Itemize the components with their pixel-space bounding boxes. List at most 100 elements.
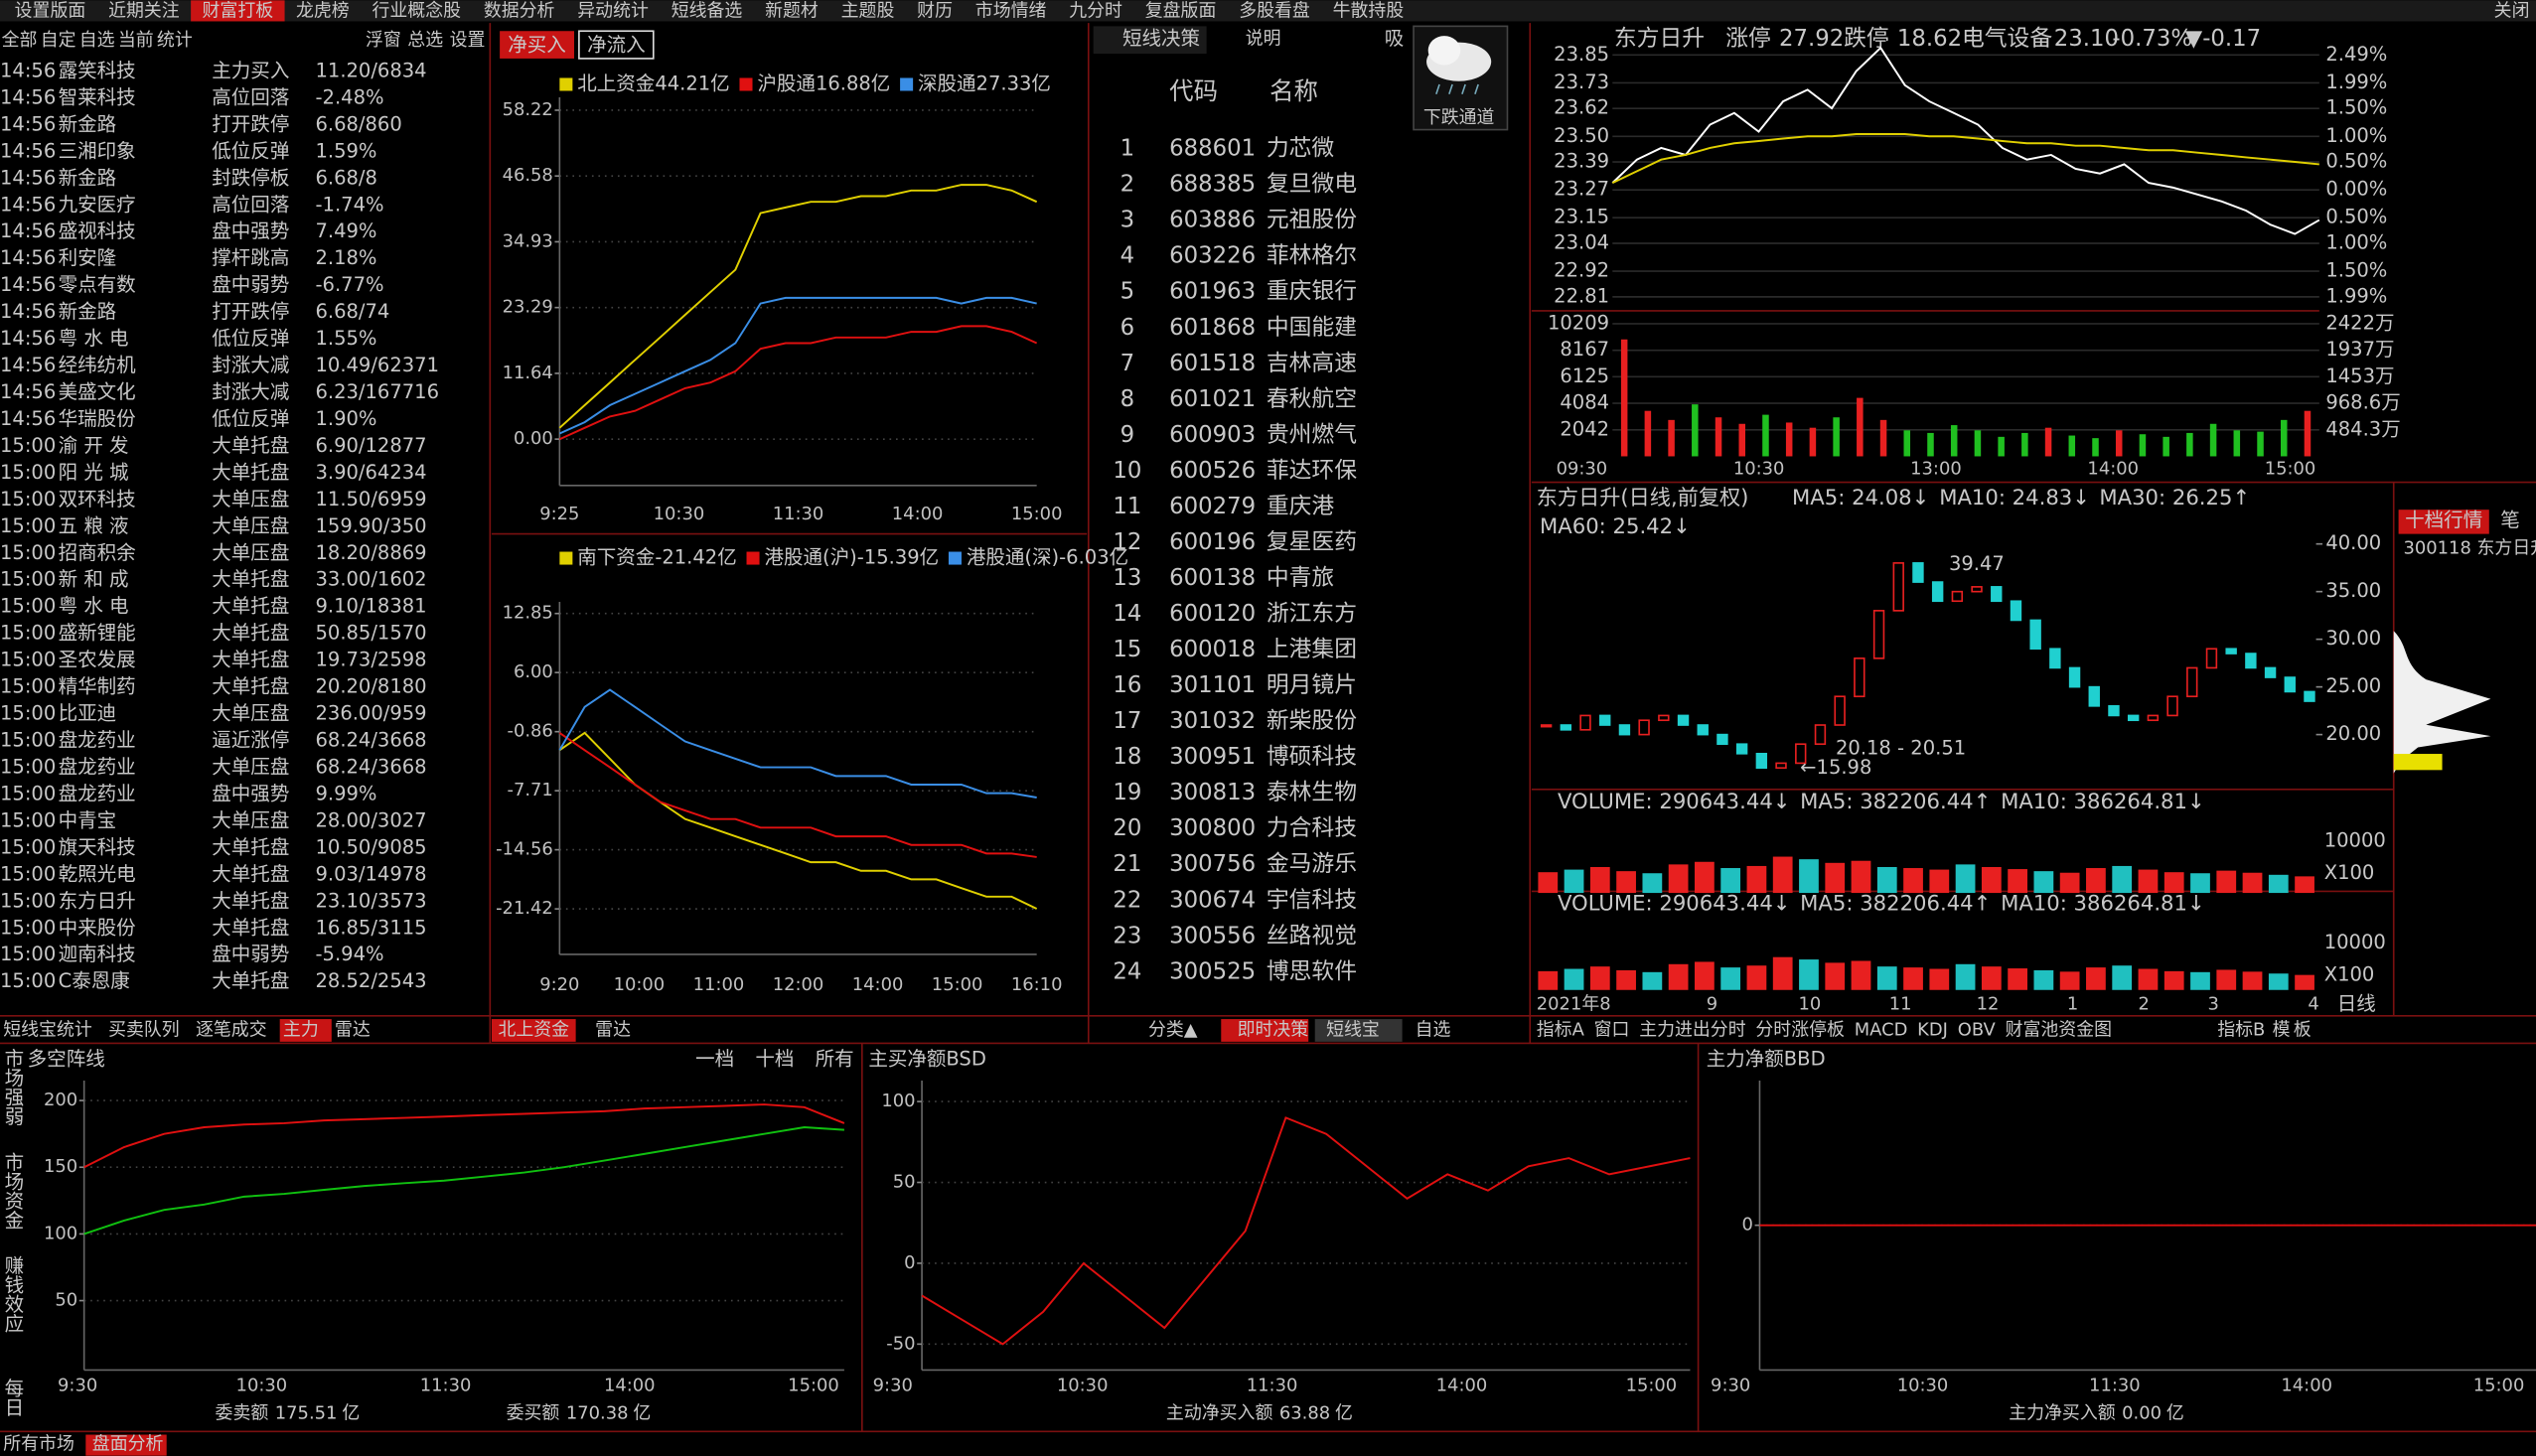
status-tab[interactable]: 盘面分析: [92, 1433, 164, 1454]
stock-code[interactable]: 688385: [1169, 172, 1256, 198]
stock-name[interactable]: 复旦微电: [1267, 172, 1357, 198]
stock-code[interactable]: 300674: [1169, 887, 1256, 913]
tool-button[interactable]: 设置: [450, 30, 486, 51]
side-tab[interactable]: 赚钱效应: [1, 1255, 24, 1333]
toolbar-label[interactable]: 短线决策: [1122, 27, 1200, 50]
stock-name[interactable]: 上港集团: [1267, 637, 1357, 662]
stock-name[interactable]: 泰林生物: [1267, 780, 1357, 805]
close-button[interactable]: 关闭: [2494, 1, 2530, 22]
stock-code[interactable]: 301101: [1169, 672, 1256, 698]
stock-name[interactable]: 重庆港: [1267, 494, 1335, 519]
level-tab[interactable]: 十档: [755, 1047, 794, 1070]
flow-tab[interactable]: 净流入: [587, 33, 646, 56]
filter-tab[interactable]: 当前: [118, 30, 154, 51]
top-tab[interactable]: 主题股: [841, 1, 895, 22]
stock-name[interactable]: 吉林高速: [1267, 351, 1357, 376]
stock-code[interactable]: 601021: [1169, 386, 1256, 412]
stock-name[interactable]: 明月镜片: [1267, 672, 1357, 698]
stock-name[interactable]: 新柴股份: [1267, 708, 1357, 734]
stock-code[interactable]: 601963: [1169, 279, 1256, 305]
bottom-tab[interactable]: 自选: [1416, 1019, 1451, 1040]
top-tab[interactable]: 市场情绪: [975, 1, 1047, 22]
top-tab[interactable]: 财历: [917, 1, 953, 22]
side-tab[interactable]: 每日: [1, 1379, 24, 1417]
stock-code[interactable]: 300813: [1169, 780, 1256, 805]
status-tab[interactable]: 所有市场: [3, 1433, 75, 1454]
toolbar-button[interactable]: 模: [2273, 1019, 2291, 1040]
toolbar-button[interactable]: 分时涨停板: [1755, 1019, 1845, 1040]
stock-code[interactable]: 300800: [1169, 815, 1256, 841]
top-tab[interactable]: 近期关注: [108, 1, 180, 22]
bottom-tab[interactable]: 逐笔成交: [196, 1019, 267, 1040]
stock-name[interactable]: 中国能建: [1267, 315, 1357, 341]
toolbar-button[interactable]: OBV: [1958, 1019, 1997, 1040]
top-tab[interactable]: 多股看盘: [1239, 1, 1310, 22]
top-tab[interactable]: 短线备选: [671, 1, 743, 22]
stock-code[interactable]: 601518: [1169, 351, 1256, 376]
top-tab[interactable]: 龙虎榜: [296, 1, 350, 22]
side-tab[interactable]: 笔: [2500, 509, 2520, 531]
tool-button[interactable]: 浮窗: [366, 30, 401, 51]
bottom-tab[interactable]: 北上资金: [498, 1019, 569, 1040]
stock-name[interactable]: 宇信科技: [1267, 887, 1357, 913]
stock-code[interactable]: 600526: [1169, 458, 1256, 484]
top-tab[interactable]: 设置版面: [15, 1, 86, 22]
stock-code[interactable]: 301032: [1169, 708, 1256, 734]
filter-tab[interactable]: 全部: [2, 30, 38, 51]
toolbar-button[interactable]: 指标A: [1537, 1019, 1585, 1040]
filter-tab[interactable]: 自选: [79, 30, 115, 51]
top-tab[interactable]: 九分时: [1069, 1, 1122, 22]
stock-name[interactable]: 复星医药: [1267, 529, 1357, 555]
stock-name[interactable]: 春秋航空: [1267, 386, 1357, 412]
toolbar-button[interactable]: 财富池资金图: [2006, 1019, 2112, 1040]
stock-name[interactable]: 博思软件: [1267, 958, 1357, 984]
toolbar-button[interactable]: KDJ: [1917, 1019, 1948, 1040]
toolbar-button[interactable]: 吸: [1385, 27, 1405, 50]
toolbar-button[interactable]: 板: [2294, 1019, 2312, 1040]
top-tab[interactable]: 财富打板: [203, 1, 274, 22]
stock-code[interactable]: 600196: [1169, 529, 1256, 555]
top-tab[interactable]: 复盘版面: [1145, 1, 1217, 22]
stock-name[interactable]: 中青旅: [1267, 565, 1334, 591]
toolbar-button[interactable]: 指标B: [2217, 1019, 2265, 1040]
stock-name[interactable]: 元祖股份: [1267, 208, 1357, 233]
toolbar-button[interactable]: 说明: [1246, 28, 1281, 49]
toolbar-button[interactable]: 主力进出分时: [1639, 1019, 1746, 1040]
bottom-tab[interactable]: 主力: [283, 1019, 319, 1040]
stock-code[interactable]: 603226: [1169, 243, 1256, 269]
bottom-tab[interactable]: 分类▲: [1148, 1019, 1198, 1040]
stock-name[interactable]: 菲达环保: [1267, 458, 1357, 484]
stock-code[interactable]: 688601: [1169, 136, 1256, 162]
top-tab[interactable]: 牛散持股: [1333, 1, 1405, 22]
top-tab[interactable]: 异动统计: [577, 1, 649, 22]
stock-name[interactable]: 浙江东方: [1267, 601, 1357, 627]
filter-tab[interactable]: 统计: [157, 30, 193, 51]
side-tab[interactable]: 十档行情: [2405, 509, 2482, 531]
stock-name[interactable]: 金马游乐: [1267, 851, 1357, 877]
top-tab[interactable]: 数据分析: [484, 1, 555, 22]
bottom-tab[interactable]: 雷达: [595, 1019, 631, 1040]
level-tab[interactable]: 所有: [816, 1047, 854, 1070]
stock-name[interactable]: 贵州燃气: [1267, 422, 1357, 448]
side-tab[interactable]: 市场资金: [1, 1152, 24, 1230]
stock-code[interactable]: 600120: [1169, 601, 1256, 627]
level-tab[interactable]: 一档: [695, 1047, 734, 1070]
stock-name[interactable]: 博硕科技: [1267, 744, 1357, 770]
stock-code[interactable]: 600279: [1169, 494, 1256, 519]
bottom-tab[interactable]: 即时决策: [1238, 1019, 1309, 1040]
stock-code[interactable]: 600138: [1169, 565, 1256, 591]
stock-code[interactable]: 603886: [1169, 208, 1256, 233]
toolbar-button[interactable]: MACD: [1855, 1019, 1908, 1040]
flow-tab[interactable]: 净买入: [508, 33, 566, 56]
top-tab[interactable]: 新题材: [765, 1, 819, 22]
toolbar-button[interactable]: 窗口: [1594, 1019, 1630, 1040]
stock-code[interactable]: 300556: [1169, 923, 1256, 948]
stock-name[interactable]: 重庆银行: [1267, 279, 1357, 305]
bottom-tab[interactable]: 买卖队列: [108, 1019, 180, 1040]
stock-name[interactable]: 菲林格尔: [1267, 243, 1357, 269]
side-tab[interactable]: 市场强弱: [1, 1048, 24, 1126]
stock-code[interactable]: 601868: [1169, 315, 1256, 341]
bottom-tab[interactable]: 短线宝: [1326, 1019, 1380, 1040]
stock-code[interactable]: 600903: [1169, 422, 1256, 448]
bottom-tab[interactable]: 短线宝统计: [3, 1019, 92, 1040]
